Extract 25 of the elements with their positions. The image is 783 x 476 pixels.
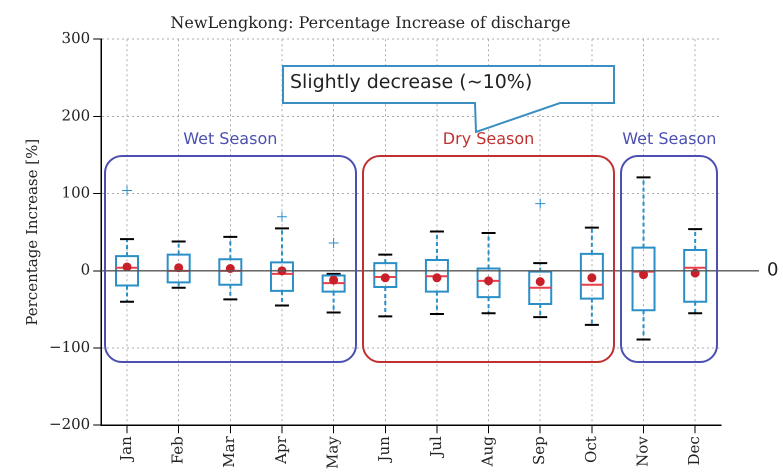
annotation: Wet Season [182,129,278,148]
y-tick-label: 200 [62,106,90,124]
x-tick-label: Jun [375,436,394,464]
speech-bubble: Slightly decrease (~10%) [282,65,615,133]
x-tick-label: Jan [116,436,135,463]
x-tick-label: May [324,436,342,470]
y-tick-label: 0 [80,260,90,279]
y-axis-title: Percentage Increase [%] [22,138,41,326]
x-tick-label: Apr [272,435,290,465]
annotation: Wet Season [621,129,718,148]
chart-title: NewLengkong: Percentage Increase of discharge [170,12,571,32]
y-tick-label: −100 [48,338,90,356]
y-tick-label: 300 [62,29,90,48]
annotation: Slightly decrease (~10%) [290,71,532,93]
ref-line-label: 0 [767,259,778,280]
x-tick-label: Dec [685,436,704,466]
x-tick-label: Mar [220,435,238,468]
x-tick-label: Jul [426,436,445,459]
x-tick-label: Nov [633,436,652,467]
x-tick-label: Oct [582,436,600,463]
x-tick-label: Feb [168,436,187,464]
x-tick-label: Aug [478,436,496,468]
y-tick-label: 100 [62,184,90,202]
x-tick-label: Sep [530,436,548,465]
y-tick-label: −200 [48,415,90,434]
